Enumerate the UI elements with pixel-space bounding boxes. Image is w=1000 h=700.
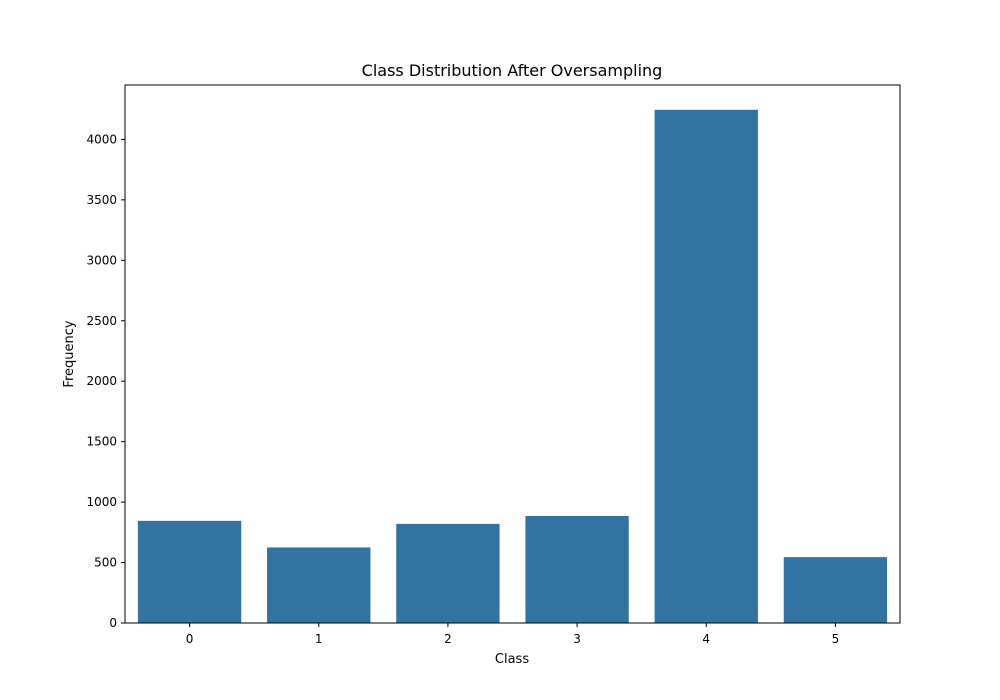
bar-class-3 [525,516,629,623]
y-tick-label: 1000 [86,495,117,509]
x-axis-ticks: 0 1 2 3 4 5 [186,623,839,646]
y-tick-label: 500 [94,556,117,570]
x-tick-label: 1 [315,632,323,646]
y-axis-label: Frequency [62,320,77,387]
chart-title: Class Distribution After Oversampling [362,61,663,80]
y-tick-label: 3500 [86,193,117,207]
x-axis-label: Class [495,652,529,667]
y-tick-label: 1500 [86,435,117,449]
x-tick-label: 3 [573,632,581,646]
plot-frame [124,84,901,624]
x-tick-label: 5 [832,632,840,646]
y-tick-label: 3000 [86,253,117,267]
y-tick-label: 4000 [86,132,117,146]
x-tick-label: 4 [702,632,710,646]
x-tick-label: 2 [444,632,452,646]
bar-class-0 [137,520,242,623]
y-tick-label: 2500 [86,314,117,328]
bar-class-2 [396,523,500,623]
bars-group [137,109,888,623]
y-axis-ticks: 0 500 1000 1500 2000 2500 3000 3500 4000 [86,132,125,630]
bar-class-5 [783,557,888,623]
y-tick-label: 0 [109,616,117,630]
bar-class-1 [267,547,371,623]
bar-class-4 [654,109,758,623]
x-tick-label: 0 [186,632,194,646]
y-tick-label: 2000 [86,374,117,388]
